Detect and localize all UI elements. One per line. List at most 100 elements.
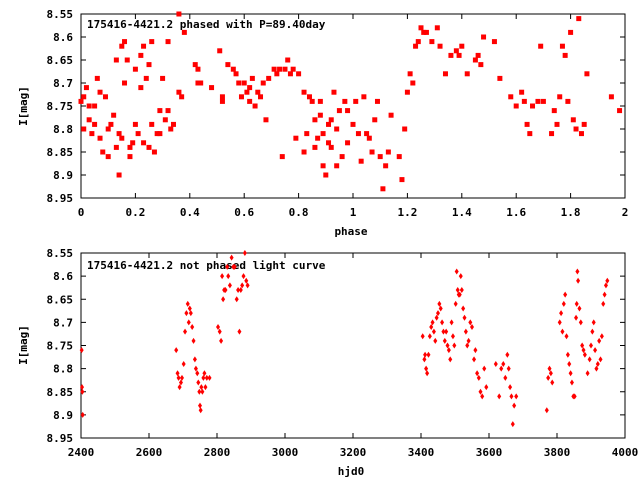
data-point bbox=[78, 98, 84, 104]
data-point bbox=[448, 356, 453, 363]
data-point bbox=[413, 43, 419, 49]
data-point bbox=[290, 66, 296, 72]
data-point bbox=[141, 140, 147, 146]
data-point bbox=[450, 333, 455, 340]
data-point bbox=[170, 121, 176, 127]
data-point bbox=[601, 300, 606, 307]
data-point bbox=[229, 254, 234, 261]
data-point bbox=[216, 324, 221, 330]
data-point bbox=[317, 98, 323, 104]
data-point bbox=[89, 131, 95, 137]
data-point bbox=[181, 29, 187, 35]
y-tick-label: 8.6 bbox=[53, 270, 73, 283]
data-point bbox=[160, 75, 166, 81]
y-tick-label: 8.55 bbox=[47, 8, 74, 21]
data-point bbox=[247, 98, 253, 104]
data-point bbox=[514, 393, 519, 400]
data-point bbox=[458, 273, 463, 280]
data-point bbox=[407, 71, 413, 77]
data-point bbox=[420, 333, 425, 340]
data-point bbox=[165, 108, 171, 114]
x-tick-label: 2400 bbox=[68, 446, 95, 459]
data-point bbox=[241, 273, 246, 280]
x-tick-label: 4000 bbox=[612, 446, 639, 459]
data-point bbox=[554, 121, 560, 127]
data-point bbox=[116, 131, 122, 137]
data-point bbox=[113, 57, 119, 63]
data-point bbox=[560, 328, 565, 335]
data-point bbox=[119, 43, 125, 49]
data-point bbox=[326, 140, 332, 146]
data-point bbox=[513, 103, 519, 109]
data-point bbox=[328, 144, 334, 150]
data-point bbox=[80, 384, 85, 391]
data-point bbox=[565, 98, 571, 104]
data-point bbox=[244, 89, 250, 95]
data-point bbox=[472, 57, 478, 63]
data-point bbox=[345, 140, 351, 146]
data-point bbox=[540, 98, 546, 104]
data-point bbox=[151, 149, 157, 155]
data-point bbox=[617, 108, 623, 114]
data-point bbox=[481, 34, 487, 40]
y-tick-label: 8.6 bbox=[53, 31, 73, 44]
x-tick-label: 0.4 bbox=[180, 206, 200, 219]
data-point bbox=[472, 356, 477, 363]
data-point bbox=[320, 131, 326, 137]
data-point bbox=[421, 29, 427, 35]
chart-title: 175416-4421.2 not phased light curve bbox=[87, 259, 326, 272]
data-point bbox=[217, 48, 223, 54]
data-point bbox=[429, 39, 435, 45]
data-point bbox=[185, 300, 190, 307]
data-point bbox=[198, 80, 204, 86]
data-point bbox=[605, 277, 610, 284]
y-tick-label: 8.8 bbox=[53, 123, 73, 136]
data-point bbox=[445, 342, 450, 349]
data-point bbox=[209, 85, 215, 91]
data-point bbox=[448, 52, 454, 58]
data-point bbox=[100, 149, 106, 155]
data-point bbox=[527, 131, 533, 137]
data-point bbox=[478, 62, 484, 68]
y-axis-label: I[mag] bbox=[17, 325, 30, 365]
data-point bbox=[482, 365, 487, 372]
data-point bbox=[374, 98, 380, 104]
data-point bbox=[425, 370, 430, 377]
y-tick-label: 8.95 bbox=[47, 432, 74, 445]
data-point bbox=[444, 328, 449, 335]
data-point bbox=[141, 43, 147, 49]
data-point bbox=[195, 80, 201, 86]
x-tick-label: 3600 bbox=[476, 446, 503, 459]
data-point bbox=[274, 71, 280, 77]
data-point bbox=[334, 163, 340, 169]
data-point bbox=[561, 300, 566, 307]
data-point bbox=[198, 402, 202, 409]
data-point bbox=[594, 365, 599, 372]
data-point bbox=[546, 374, 551, 381]
data-point bbox=[452, 342, 457, 349]
data-point bbox=[581, 347, 586, 354]
data-point bbox=[221, 296, 226, 303]
data-point bbox=[524, 121, 530, 127]
data-point bbox=[473, 347, 478, 354]
data-point bbox=[219, 98, 225, 104]
data-point bbox=[199, 384, 204, 391]
data-point bbox=[219, 337, 224, 344]
data-point bbox=[575, 268, 580, 275]
x-tick-label: 1.8 bbox=[561, 206, 581, 219]
x-tick-label: 0.8 bbox=[289, 206, 309, 219]
data-point bbox=[576, 277, 581, 284]
x-tick-label: 3200 bbox=[340, 446, 367, 459]
data-point bbox=[122, 39, 128, 45]
data-point bbox=[509, 393, 514, 400]
data-point bbox=[233, 71, 239, 77]
data-point bbox=[342, 98, 348, 104]
data-point bbox=[570, 117, 576, 123]
data-point bbox=[587, 356, 592, 363]
data-point bbox=[236, 287, 241, 293]
data-point bbox=[422, 356, 427, 363]
data-point bbox=[192, 356, 197, 363]
data-point bbox=[415, 39, 421, 45]
data-point bbox=[244, 277, 249, 284]
data-point bbox=[86, 103, 92, 109]
